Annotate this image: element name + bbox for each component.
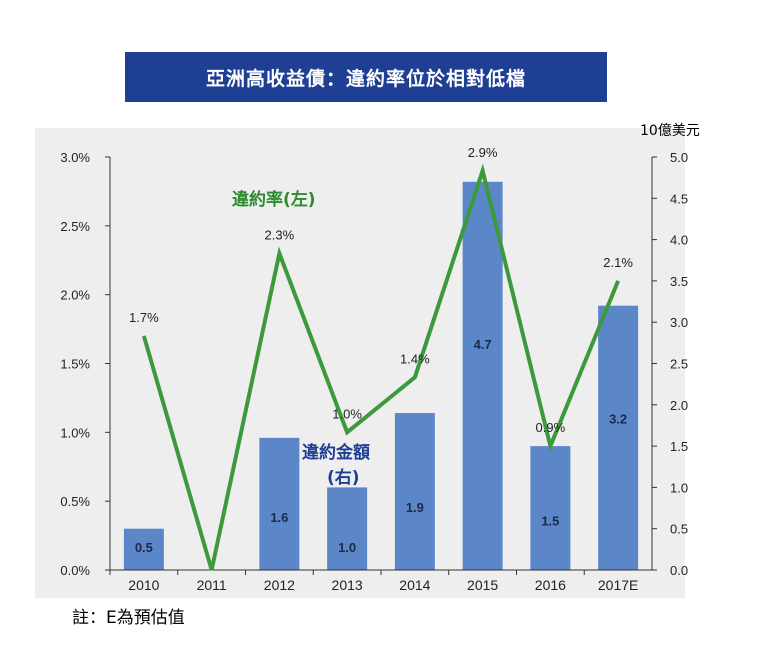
axes: 0.0% 0.5% 1.0% 1.5% 2.0% 2.5% 3.0% 0.0 0.5 1.0 1.5… [60, 150, 688, 593]
bar-2017E [598, 305, 639, 570]
bar-data-label: 1.5 [541, 513, 559, 528]
x-tick-label: 2011 [197, 577, 227, 593]
bar-data-label: 1.9 [406, 500, 424, 515]
bar-2013 [327, 487, 368, 570]
right-tick-label: 0.0 [670, 563, 688, 578]
right-tick-label: 2.0 [670, 398, 688, 413]
left-tick-label: 1.0% [60, 425, 90, 440]
chart-title: 亞洲高收益債：違約率位於相對低檔 [125, 52, 607, 102]
bar-2014 [394, 413, 435, 570]
x-tick-label: 2014 [399, 577, 430, 593]
right-tick-label: 5.0 [670, 150, 688, 165]
x-tick-label: 2015 [467, 577, 498, 593]
x-tick-label: 2013 [332, 577, 363, 593]
x-tick-label: 2016 [535, 577, 566, 593]
bar-series-annotation-line1: 違約金額 [302, 442, 370, 463]
left-tick-label: 1.5% [60, 357, 90, 372]
bar-data-label: 4.7 [474, 337, 492, 352]
bar-data-label: 0.5 [135, 540, 153, 555]
line-data-label: 1.4% [400, 351, 430, 366]
right-tick-label: 1.0 [670, 480, 688, 495]
data-labels: 1.7% 2.3% 1.0% 1.4% 2.9% 0.9% 2.1% 0.5 1.6 1.0 1.9… [129, 145, 633, 555]
line-data-label: 1.0% [332, 406, 362, 421]
left-tick-label: 0.5% [60, 494, 90, 509]
left-tick-label: 2.0% [60, 288, 90, 303]
bar-series-annotation-line2: (右) [327, 467, 360, 488]
bar-2016 [530, 446, 571, 570]
right-tick-label: 4.0 [670, 233, 688, 248]
left-tick-label: 3.0% [60, 150, 90, 165]
x-tick-label: 2010 [128, 577, 159, 593]
right-tick-label: 0.5 [670, 522, 688, 537]
footnote: 註：E為預估值 [72, 608, 185, 628]
x-tick-label: 2012 [264, 577, 295, 593]
bar-2012 [259, 437, 300, 570]
bar-data-label: 1.0 [338, 540, 356, 555]
line-data-label: 0.9% [536, 420, 566, 435]
right-tick-label: 3.0 [670, 315, 688, 330]
left-tick-label: 2.5% [60, 219, 90, 234]
right-tick-label: 4.5 [670, 191, 688, 206]
bar-series [123, 181, 639, 570]
line-data-label: 2.3% [265, 227, 295, 242]
x-tick-label: 2017E [598, 577, 638, 593]
default-rate-line [141, 163, 620, 571]
line-series-annotation: 違約率(左) [232, 189, 316, 210]
bar-2010 [123, 528, 164, 570]
right-tick-label: 1.5 [670, 439, 688, 454]
line-data-label: 1.7% [129, 310, 159, 325]
line-data-label: 2.1% [603, 255, 633, 270]
right-tick-label: 2.5 [670, 357, 688, 372]
bar-2015 [462, 181, 503, 570]
bar-data-label: 3.2 [609, 411, 627, 426]
line-series [141, 163, 620, 571]
right-tick-label: 3.5 [670, 274, 688, 289]
bar-data-label: 1.6 [270, 510, 288, 525]
right-axis-unit: 10億美元 [640, 123, 700, 139]
left-tick-label: 0.0% [60, 563, 90, 578]
line-data-label: 2.9% [468, 145, 498, 160]
